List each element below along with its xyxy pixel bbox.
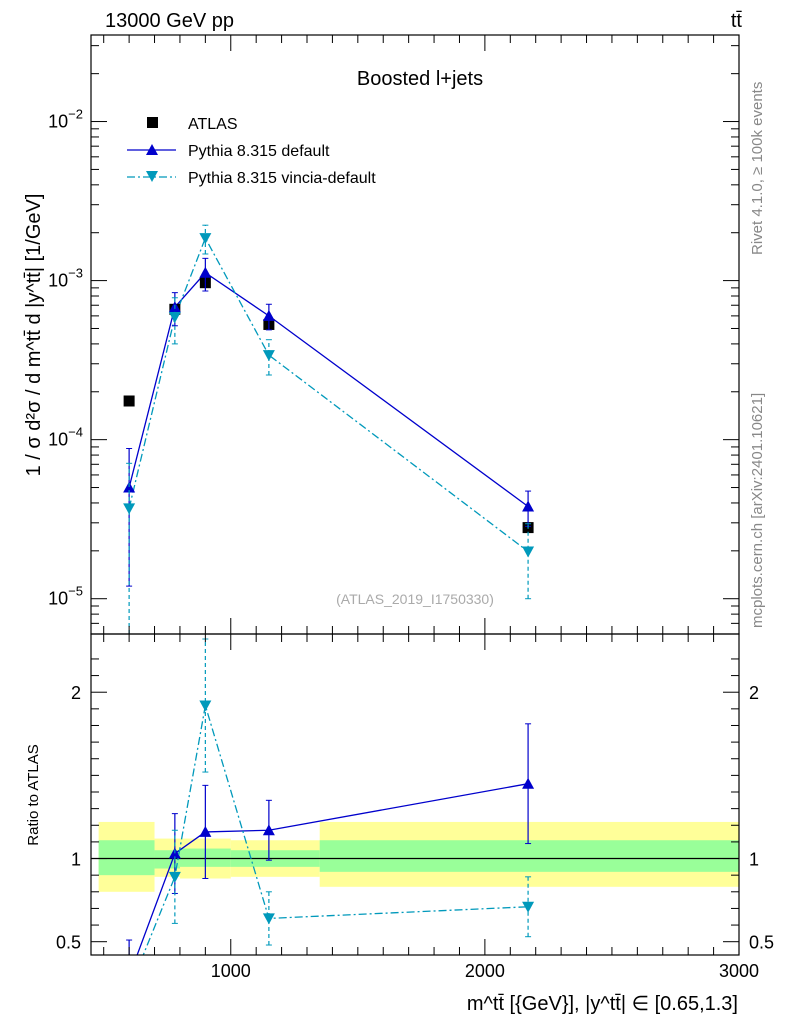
ratio-pythia-default-point	[199, 825, 212, 837]
y-tick-label: 10−4	[48, 425, 83, 450]
legend-pythia-vincia-marker	[146, 171, 158, 182]
uncertainty-band-inner	[98, 840, 155, 876]
pythia-default-point	[522, 500, 535, 512]
y-tick-label: 2	[71, 683, 81, 703]
process-label: 13000 GeV pp	[105, 10, 234, 32]
ratio-series-group	[123, 638, 535, 996]
ratio-pythia-default-point	[522, 777, 535, 789]
ratio-y-axis: 0.5 0.5 1 1 2 2	[56, 658, 774, 953]
pythia-default-point	[123, 481, 136, 493]
legend: ATLAS Pythia 8.315 default Pythia 8.315 …	[127, 116, 376, 187]
ratio-pythia-default-point	[262, 824, 275, 836]
x-tick-label: 1000	[211, 961, 251, 981]
main-plot-area	[123, 224, 535, 635]
main-title: Boosted l+jets	[357, 68, 483, 90]
main-panel: 10−5 10−4 10−3 10−2 Boosted l+jets (ATLAS_2…	[23, 34, 740, 635]
y-tick-label-right: 1	[749, 850, 759, 870]
series-line	[128, 236, 529, 553]
legend-pythia-default-label: Pythia 8.315 default	[188, 143, 330, 160]
pythia-vincia-point	[522, 546, 535, 558]
legend-atlas-marker	[147, 117, 158, 128]
ratio-pythia-default-point	[123, 971, 135, 982]
legend-pythia-default-marker	[146, 144, 158, 155]
final-state-label: tt̄	[731, 10, 743, 32]
y-tick-label: 10−2	[48, 107, 83, 132]
ratio-y-axis-label: Ratio to ATLAS	[25, 744, 42, 845]
ratio-panel-frame	[90, 633, 740, 956]
analysis-tag: (ATLAS_2019_I1750330)	[336, 591, 494, 607]
atlas-data-point	[123, 395, 135, 407]
x-tick-label: 2000	[465, 961, 505, 981]
y-tick-label-right: 2	[749, 683, 759, 703]
x-tick-label: 3000	[719, 961, 759, 981]
y-tick-label: 10−5	[48, 584, 83, 609]
ratio-pythia-vincia-point	[522, 901, 535, 913]
ratio-pythia-vincia-point	[262, 913, 275, 925]
series-line	[128, 271, 529, 508]
ratio-x-axis: 1000 2000 3000	[103, 634, 759, 981]
pythia-default-point	[262, 309, 275, 321]
uncertainty-band-inner	[319, 840, 739, 872]
y-tick-label: 1	[71, 850, 81, 870]
ratio-pythia-vincia-point	[199, 700, 212, 712]
x-axis-label: m^tt̄ [{GeV}], |y^tt̄| ∈ [0.65,1.3]	[467, 993, 738, 1015]
legend-pythia-vincia-label: Pythia 8.315 vincia-default	[188, 170, 376, 187]
pythia-vincia-point	[199, 233, 212, 245]
ratio-pythia-vincia-point	[168, 871, 181, 883]
main-y-axis-label: 1 / σ d²σ / d m^tt̄ d |y^tt̄| [1/GeV]	[23, 194, 45, 477]
rivet-version-label: Rivet 4.1.0, ≥ 100k events	[749, 82, 766, 255]
y-tick-label: 0.5	[56, 933, 81, 953]
mcplots-label: mcplots.cern.ch [arXiv:2401.10621]	[749, 393, 766, 628]
main-x-axis-ticks	[103, 35, 740, 634]
pythia-vincia-point	[168, 312, 181, 324]
ratio-series-line	[142, 705, 529, 955]
ratio-panel: 0.5 0.5 1 1 2 2 1000 2000 3000 Ratio to ATLAS m…	[25, 633, 774, 1015]
pythia-vincia-point	[262, 350, 275, 362]
y-tick-label: 10−3	[48, 266, 83, 291]
legend-atlas-label: ATLAS	[188, 116, 238, 133]
y-tick-label-right: 0.5	[749, 933, 774, 953]
ratio-plot-area	[91, 638, 739, 996]
pythia-vincia-point	[123, 503, 136, 515]
ratio-pythia-vincia-point	[123, 985, 135, 996]
main-y-axis: 10−5 10−4 10−3 10−2	[48, 45, 739, 635]
pythia-default-point	[199, 266, 212, 278]
